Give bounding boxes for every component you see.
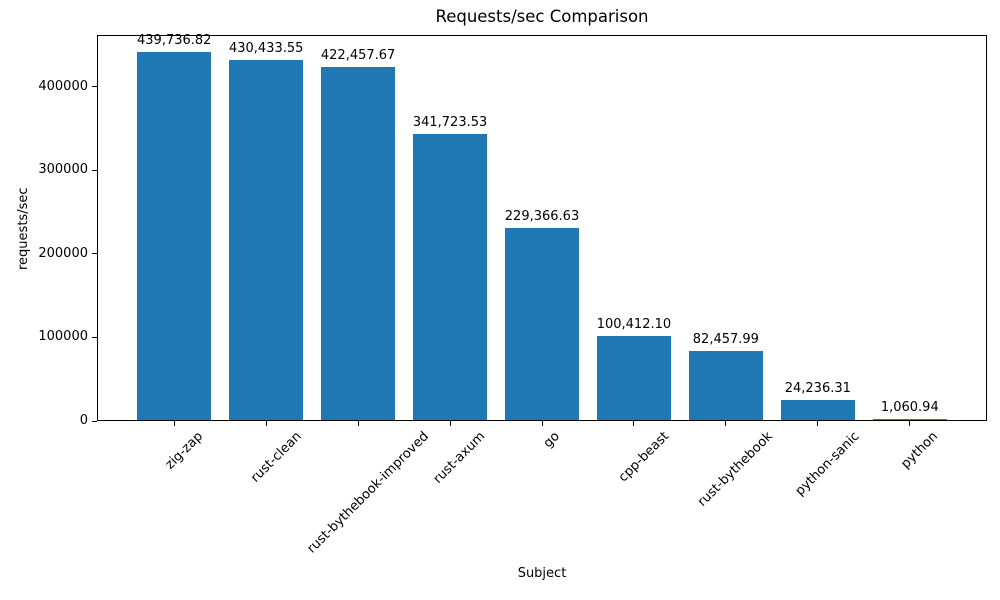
bar-value-label: 100,412.10 xyxy=(596,317,672,332)
x-tick-label: python xyxy=(898,429,942,472)
bar-value-label: 24,236.31 xyxy=(784,381,851,396)
y-tick-label: 400000 xyxy=(38,78,88,94)
x-tick xyxy=(725,421,727,426)
bar xyxy=(505,228,579,420)
x-tick xyxy=(173,421,175,426)
x-tick xyxy=(265,421,267,426)
bar-value-label: 422,457.67 xyxy=(320,48,396,63)
x-tick-label: zig-zap xyxy=(162,429,207,473)
chart-title: Requests/sec Comparison xyxy=(435,7,649,26)
x-tick-label: rust-bythebook-improved xyxy=(304,429,432,557)
bar-value-label: 439,736.82 xyxy=(137,33,212,48)
x-tick xyxy=(541,421,543,426)
x-tick-label: python-sanic xyxy=(792,429,863,499)
x-tick-label: go xyxy=(541,429,564,452)
y-tick xyxy=(92,420,97,422)
bar-value-label: 430,433.55 xyxy=(228,41,304,56)
bar xyxy=(689,351,763,420)
y-tick xyxy=(92,336,97,338)
bar xyxy=(781,400,855,420)
bar xyxy=(321,67,395,420)
x-axis-label: Subject xyxy=(517,566,567,581)
bar xyxy=(137,52,211,420)
bar xyxy=(229,60,303,420)
bar xyxy=(413,134,487,420)
y-tick xyxy=(92,169,97,171)
y-tick-label: 100000 xyxy=(38,329,88,345)
y-tick xyxy=(92,86,97,88)
x-tick xyxy=(449,421,451,426)
bar-value-label: 341,723.53 xyxy=(412,115,488,130)
bar xyxy=(597,336,671,420)
y-tick xyxy=(92,253,97,255)
bar-value-label: 229,366.63 xyxy=(504,209,580,224)
x-tick-label: rust-axum xyxy=(430,429,489,487)
bar-value-label: 1,060.94 xyxy=(880,400,939,415)
x-tick xyxy=(357,421,359,426)
x-tick xyxy=(817,421,819,426)
x-tick-label: rust-bythebook xyxy=(695,429,777,510)
x-tick-label: cpp-beast xyxy=(616,429,673,486)
x-tick xyxy=(633,421,635,426)
x-tick xyxy=(909,421,911,426)
y-tick-label: 200000 xyxy=(38,245,88,261)
bar-value-label: 82,457.99 xyxy=(692,332,759,347)
x-tick-label: rust-clean xyxy=(247,429,305,486)
y-tick-label: 0 xyxy=(79,413,88,428)
y-tick-label: 300000 xyxy=(38,162,88,178)
bar xyxy=(872,419,947,420)
